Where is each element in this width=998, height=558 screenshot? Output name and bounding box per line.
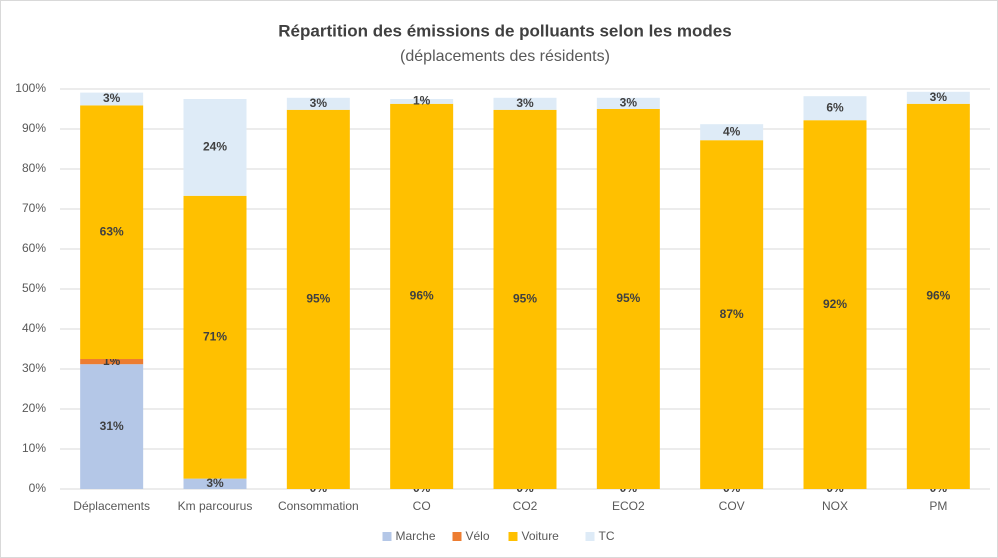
x-tick-label: CO2 [513, 499, 538, 513]
data-label: 95% [306, 292, 330, 306]
bar-segment [390, 99, 454, 104]
x-tick-label: CO [413, 499, 431, 513]
y-tick-label: 40% [22, 321, 46, 335]
data-label: 3% [516, 96, 534, 110]
y-tick-label: 60% [22, 241, 46, 255]
data-label: 24% [203, 140, 227, 154]
bar-segment [803, 120, 867, 489]
y-tick-label: 90% [22, 121, 46, 135]
bar-segment [906, 91, 970, 104]
legend-label: Marche [396, 529, 436, 543]
bar-segment [80, 92, 144, 106]
bar-segment [596, 97, 660, 109]
bar-segment [286, 97, 350, 110]
y-tick-label: 50% [22, 281, 46, 295]
bar-segment [286, 109, 350, 490]
bar-segment [390, 103, 454, 490]
data-label: 71% [203, 329, 227, 343]
y-tick-label: 70% [22, 201, 46, 215]
legend-label: Voiture [522, 529, 560, 543]
data-label: 1% [413, 94, 431, 108]
bar-segment [80, 359, 144, 365]
bar-segment [493, 109, 557, 490]
bar-segment [803, 96, 867, 121]
legend-label: Vélo [466, 529, 490, 543]
x-tick-label: Km parcourus [178, 499, 253, 513]
data-label: 95% [616, 291, 640, 305]
x-tick-label: PM [929, 499, 947, 513]
bar-segment [183, 195, 247, 479]
data-label: 63% [100, 224, 124, 238]
data-label: 3% [930, 90, 948, 104]
data-label: 4% [723, 124, 741, 138]
data-label: 3% [620, 96, 638, 110]
bar-segment [80, 364, 144, 489]
data-label: 3% [103, 91, 121, 105]
bar-segment [906, 103, 970, 490]
bar-segment [596, 109, 660, 489]
bar-segment [493, 97, 557, 110]
data-label: 96% [410, 289, 434, 303]
bar-segment [700, 140, 764, 489]
y-tick-label: 20% [22, 401, 46, 415]
x-tick-label: NOX [822, 499, 848, 513]
bar-segment [183, 478, 247, 489]
y-tick-label: 30% [22, 361, 46, 375]
data-label: 87% [720, 307, 744, 321]
data-label: 92% [823, 297, 847, 311]
y-tick-label: 100% [15, 81, 46, 95]
legend-swatch [382, 532, 392, 541]
legend-swatch [508, 532, 518, 541]
bar-segment [183, 99, 247, 196]
legend-label: TC [599, 529, 615, 543]
y-tick-label: 0% [29, 481, 47, 495]
y-tick-label: 80% [22, 161, 46, 175]
bar-segment [700, 124, 764, 141]
data-label: 6% [826, 100, 844, 114]
bar-segment [80, 105, 144, 360]
data-label: 31% [100, 419, 124, 433]
data-label: 3% [206, 476, 224, 490]
data-label: 95% [513, 292, 537, 306]
chart-title: Répartition des émissions de polluants s… [278, 21, 731, 40]
data-label: 3% [310, 96, 328, 110]
legend-swatch [452, 532, 462, 541]
x-tick-label: ECO2 [612, 499, 645, 513]
data-label: 96% [926, 289, 950, 303]
chart-subtitle: (déplacements des résidents) [400, 48, 610, 65]
legend-swatch [585, 532, 595, 541]
x-tick-label: Déplacements [73, 499, 150, 513]
x-tick-label: COV [719, 499, 745, 513]
y-tick-label: 10% [22, 441, 46, 455]
x-tick-label: Consommation [278, 499, 359, 513]
